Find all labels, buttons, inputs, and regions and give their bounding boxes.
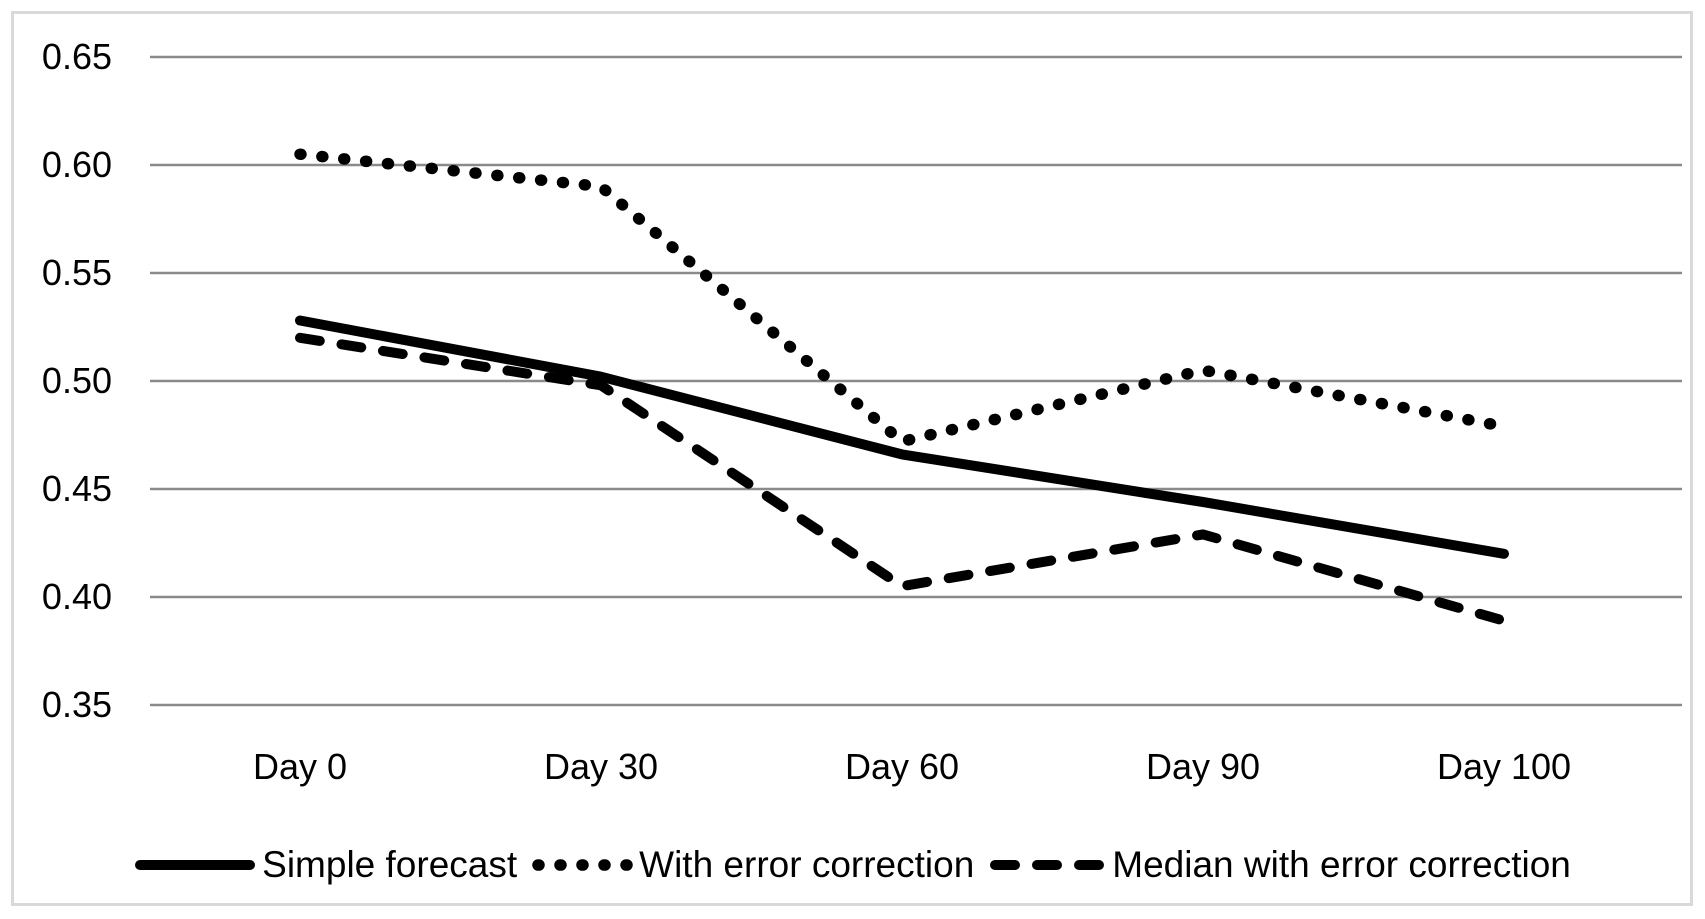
legend-swatch-solid-line bbox=[135, 860, 256, 870]
y-axis-tick-label: 0.55 bbox=[42, 252, 112, 293]
legend-swatch-dashed-line bbox=[990, 860, 1105, 870]
y-axis-tick-label: 0.60 bbox=[42, 144, 112, 185]
x-axis-tick-label: Day 60 bbox=[845, 746, 959, 787]
x-axis-tick-label: Day 0 bbox=[253, 746, 347, 787]
legend-item-simple-forecast: Simple forecast bbox=[134, 844, 517, 886]
legend-label: Simple forecast bbox=[262, 844, 518, 885]
y-axis-tick-label: 0.65 bbox=[42, 36, 112, 77]
y-axis-tick-label: 0.40 bbox=[42, 576, 112, 617]
legend-item-median-with-error-correction: Median with error correction bbox=[988, 844, 1571, 886]
y-axis-tick-label: 0.35 bbox=[42, 684, 112, 725]
legend-item-with-error-correction: With error correction bbox=[531, 844, 974, 886]
x-axis-tick-label: Day 90 bbox=[1146, 746, 1260, 787]
x-axis-tick-label: Day 30 bbox=[544, 746, 658, 787]
legend-label: Median with error correction bbox=[1112, 844, 1571, 885]
series-line-with-error-correction bbox=[294, 148, 1510, 448]
chart-legend: Simple forecast With error correction Me… bbox=[0, 838, 1705, 892]
chart-frame bbox=[11, 11, 1693, 906]
legend-swatch-dotted-line bbox=[532, 859, 633, 871]
y-axis-tick-label: 0.45 bbox=[42, 468, 112, 509]
series-line-simple-forecast bbox=[295, 315, 1509, 559]
legend-label: With error correction bbox=[639, 844, 975, 885]
x-axis-tick-label: Day 100 bbox=[1437, 746, 1571, 787]
y-axis-tick-label: 0.50 bbox=[42, 360, 112, 401]
